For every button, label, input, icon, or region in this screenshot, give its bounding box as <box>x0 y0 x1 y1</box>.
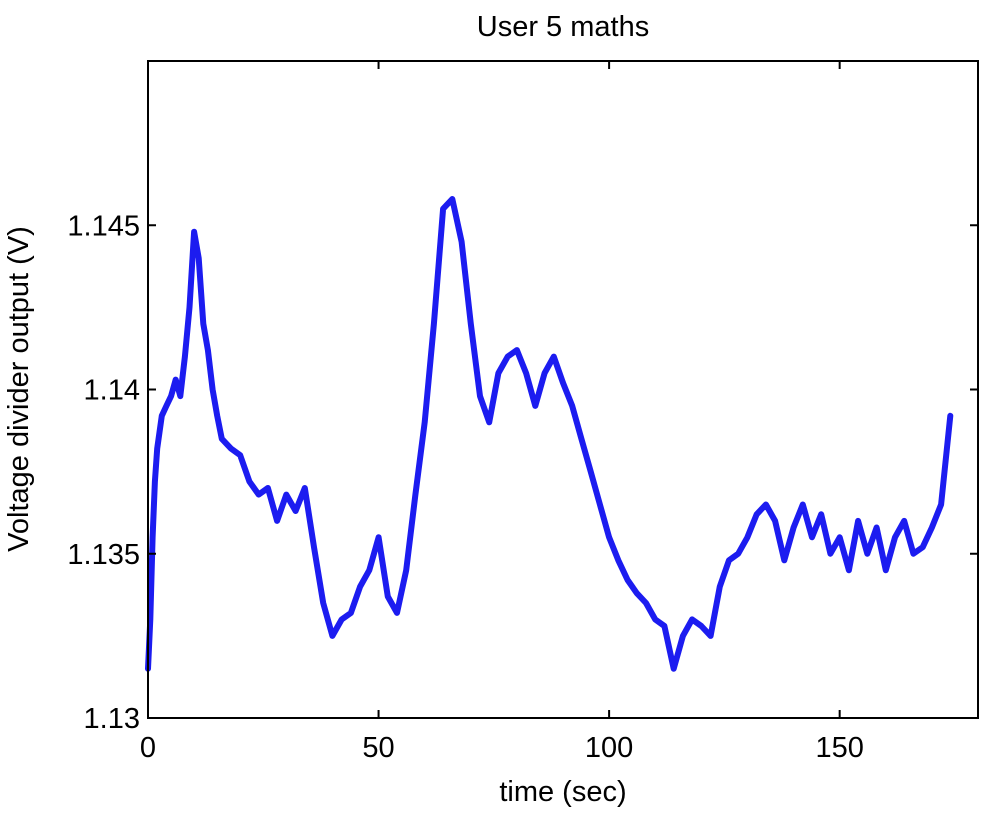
y-axis-label: Voltage divider output (V) <box>3 226 35 552</box>
y-tick-label: 1.14 <box>84 375 140 407</box>
x-axis-label: time (sec) <box>499 776 626 808</box>
y-tick-label: 1.135 <box>67 539 140 571</box>
plot-area <box>145 196 954 672</box>
x-tick-label: 0 <box>140 732 156 764</box>
y-tick-label: 1.13 <box>84 703 140 735</box>
axis-ticks: 0 50 100 150 1.13 1.135 1.14 1.145 <box>67 61 978 764</box>
x-tick-label: 150 <box>815 732 863 764</box>
chart-title: User 5 maths <box>477 11 649 43</box>
series-line-0 <box>145 196 954 672</box>
x-tick-label: 100 <box>585 732 633 764</box>
x-tick-label: 50 <box>362 732 394 764</box>
y-tick-label: 1.145 <box>67 210 140 242</box>
